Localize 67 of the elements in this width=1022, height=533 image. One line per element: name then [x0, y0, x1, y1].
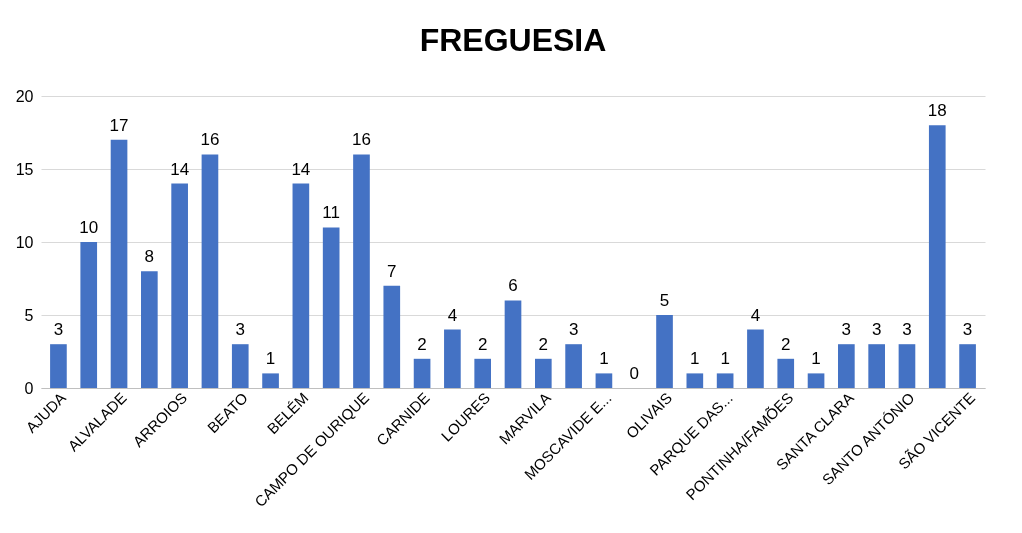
data-label: 1	[811, 349, 821, 369]
data-label: 3	[235, 320, 245, 340]
bar	[171, 183, 188, 388]
bar	[777, 358, 795, 388]
bar	[838, 344, 855, 388]
bar	[504, 300, 522, 388]
y-tick-label: 5	[24, 306, 34, 324]
bar	[686, 373, 704, 388]
bar	[262, 373, 279, 388]
bar	[353, 154, 370, 388]
data-label: 3	[962, 320, 973, 340]
bar	[322, 227, 340, 388]
data-label: 2	[477, 334, 488, 354]
data-label: 10	[79, 218, 99, 237]
bar	[928, 125, 946, 388]
data-label: 0	[629, 364, 639, 383]
data-label: 4	[447, 305, 458, 325]
data-label: 1	[265, 349, 276, 369]
data-label: 14	[170, 159, 190, 179]
data-label: 5	[659, 291, 670, 310]
bar	[141, 271, 158, 388]
data-label: 11	[322, 203, 340, 223]
bar	[565, 344, 582, 388]
data-label: 2	[781, 334, 791, 354]
bar	[292, 183, 310, 388]
bar	[474, 358, 492, 388]
data-label: 3	[841, 320, 852, 340]
data-label: 3	[53, 320, 64, 340]
bar	[595, 373, 613, 388]
bar	[534, 358, 552, 388]
bar	[383, 285, 401, 388]
bar	[80, 242, 98, 388]
data-label: 2	[538, 334, 549, 354]
data-label: 7	[387, 261, 397, 281]
y-tick-label: 20	[15, 87, 34, 105]
chart-title: FREGUESIA	[419, 22, 607, 58]
data-label: 14	[291, 159, 311, 179]
bar	[201, 154, 219, 388]
y-tick-label: 15	[15, 160, 34, 178]
data-label: 2	[417, 334, 427, 354]
bar	[231, 344, 249, 388]
bar	[747, 329, 764, 388]
bar	[868, 344, 885, 388]
bar	[959, 344, 976, 388]
data-label: 6	[508, 276, 518, 296]
bar	[413, 358, 431, 388]
data-label: 3	[871, 320, 882, 340]
data-label: 1	[599, 349, 609, 369]
y-tick-label: 0	[24, 379, 34, 397]
bar	[716, 373, 734, 388]
data-label: 3	[902, 320, 912, 340]
data-label: 1	[720, 349, 730, 369]
data-label: 17	[109, 115, 129, 135]
bar	[110, 139, 128, 388]
bar	[898, 344, 916, 388]
data-label: 4	[750, 305, 761, 325]
data-label: 3	[568, 320, 579, 340]
bar	[807, 373, 825, 388]
bar	[50, 344, 67, 388]
data-label: 16	[352, 130, 371, 150]
y-tick-label: 10	[15, 233, 34, 251]
bar	[444, 329, 461, 388]
data-label: 8	[144, 247, 155, 267]
data-label: 18	[927, 101, 947, 121]
data-label: 16	[200, 130, 220, 150]
data-label: 1	[690, 349, 700, 369]
bar	[656, 315, 673, 388]
